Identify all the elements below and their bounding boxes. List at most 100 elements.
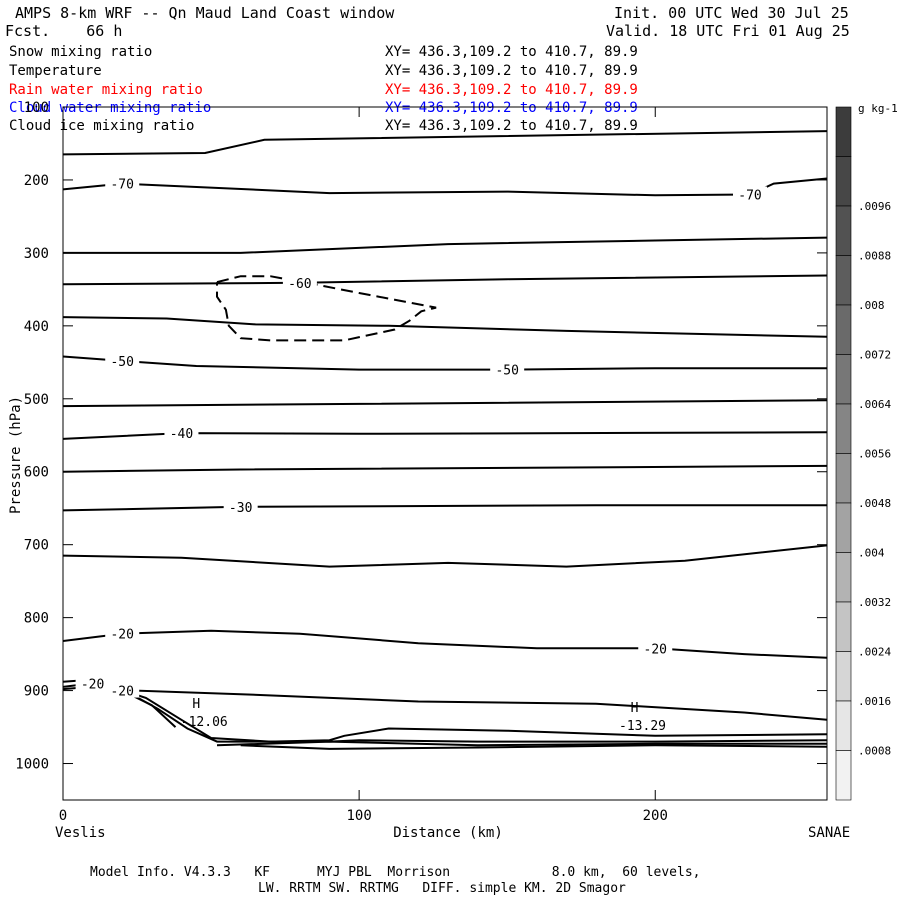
colorbar-label: .0064	[858, 398, 891, 411]
contour-label-bg	[490, 361, 525, 377]
high-marker: H	[631, 701, 639, 716]
model-info-line2: LW. RRTM SW. RRTMG DIFF. simple KM. 2D S…	[258, 881, 626, 896]
contour-label: -60	[288, 277, 311, 292]
isotherm-line	[240, 744, 827, 750]
field-xy-temperature: XY= 436.3,109.2 to 410.7, 89.9	[385, 63, 638, 79]
colorbar-swatch	[835, 552, 852, 603]
field-name-cloud-ice: Cloud ice mixing ratio	[9, 118, 195, 134]
y-tick-label: 900	[24, 684, 49, 700]
valid-time: Valid. 18 UTC Fri 01 Aug 25	[606, 22, 850, 40]
y-tick-label: 100	[24, 100, 49, 116]
field-name-snow: Snow mixing ratio	[9, 44, 153, 60]
contour-label: -40	[170, 427, 193, 442]
colorbar-label: .0088	[858, 250, 891, 263]
isotherm-line	[63, 316, 827, 338]
isotherm-line	[63, 629, 827, 659]
colorbar-swatch	[835, 403, 852, 454]
contour-label: -20	[110, 685, 133, 700]
isotherm-line	[216, 740, 827, 747]
colorbar-label: .0048	[858, 497, 891, 510]
colorbar-label: .0008	[858, 745, 891, 758]
colorbar-label: .0056	[858, 448, 891, 461]
contour-label-bg	[105, 175, 140, 191]
y-axis: 100 200 300 400 500 600 700 800 900 1000	[15, 100, 827, 773]
colorbar-unit: g kg-1	[858, 102, 898, 115]
colorbar-label: .0024	[858, 646, 891, 659]
y-tick-label: 800	[24, 611, 49, 627]
contour-label: -30	[229, 501, 252, 516]
contour-label-bg	[105, 682, 140, 698]
snow-contour-line	[216, 275, 437, 342]
high-value: -12.06	[181, 715, 228, 730]
colorbar-swatch	[835, 651, 852, 702]
y-tick-label: 200	[24, 173, 49, 189]
colorbar-swatch	[835, 354, 852, 405]
isotherm-line	[63, 399, 827, 408]
colorbar-swatch	[835, 700, 852, 751]
colorbar: .0096 .0088 .008 .0072 .0064 .0056 .0048 .004 .0…	[835, 102, 898, 801]
contour-label: -20	[110, 628, 133, 643]
colorbar-swatch	[835, 156, 852, 207]
contour-label: -70	[110, 178, 133, 193]
colorbar-swatch	[835, 601, 852, 652]
field-xy-cloud-ice: XY= 436.3,109.2 to 410.7, 89.9	[385, 118, 638, 134]
y-axis-label: Pressure (hPa)	[8, 396, 24, 514]
contour-label-bg	[223, 498, 258, 514]
field-xy-snow: XY= 436.3,109.2 to 410.7, 89.9	[385, 44, 638, 60]
x-tick-label: 100	[346, 808, 371, 824]
high-markers: H -12.06 H -13.29	[181, 697, 666, 734]
contour-label-bg	[733, 186, 768, 202]
colorbar-swatch	[835, 205, 852, 256]
isotherm-line	[63, 464, 827, 473]
isotherm-line	[63, 431, 827, 440]
colorbar-label: .0016	[858, 695, 891, 708]
left-location-label: Veslis	[55, 825, 106, 841]
field-xy-rain: XY= 436.3,109.2 to 410.7, 89.9	[385, 82, 638, 98]
colorbar-label: .0096	[858, 200, 891, 213]
colorbar-swatch	[835, 502, 852, 553]
colorbar-label: .0032	[858, 596, 891, 609]
isotherm-line	[63, 544, 827, 568]
model-info-line1: Model Info. V4.3.3 KF MYJ PBL Morrison 8…	[90, 865, 701, 880]
y-tick-label: 400	[24, 319, 49, 335]
contour-label-bg	[105, 352, 140, 368]
contour-label: -70	[738, 189, 761, 204]
high-value: -13.29	[619, 719, 666, 734]
field-xy-cloud-water: XY= 436.3,109.2 to 410.7, 89.9	[385, 100, 638, 116]
contour-label-bg	[282, 274, 317, 290]
right-location-label: SANAE	[808, 825, 850, 841]
isotherm-line	[63, 355, 827, 371]
x-axis-label: Distance (km)	[393, 825, 503, 841]
high-marker: H	[192, 697, 200, 712]
colorbar-label: .004	[858, 547, 885, 560]
y-tick-label: 600	[24, 465, 49, 481]
field-name-temperature: Temperature	[9, 63, 102, 79]
chart-title: AMPS 8-km WRF -- Qn Maud Land Coast wind…	[15, 4, 395, 22]
contour-label-bg	[638, 640, 673, 656]
colorbar-swatch	[835, 106, 852, 157]
contour-label-bg	[75, 675, 110, 691]
colorbar-swatch	[835, 750, 852, 801]
contour-label: -50	[495, 364, 518, 379]
contour-label-bg	[105, 625, 140, 641]
init-time: Init. 00 UTC Wed 30 Jul 25	[614, 4, 849, 22]
isotherm-line	[63, 130, 827, 156]
isotherm-line	[63, 236, 827, 254]
x-tick-label: 0	[59, 808, 67, 824]
contour-labels: -70 -70 -60 -50 -50 -40 -30 -20 -20 -20 -20	[75, 175, 768, 700]
isotherm-line	[63, 177, 827, 197]
field-name-cloud-water: Cloud water mixing ratio	[9, 100, 212, 116]
y-tick-label: 700	[24, 538, 49, 554]
colorbar-label: .008	[858, 299, 885, 312]
contour-label: -50	[110, 355, 133, 370]
isotherm-line	[63, 274, 827, 286]
contour-label: -20	[81, 677, 104, 692]
plot-frame	[62, 106, 828, 801]
isotherm-line	[136, 689, 827, 721]
x-axis: 0 100 200	[59, 107, 668, 824]
colorbar-swatch	[835, 304, 852, 355]
snow-contours	[216, 275, 437, 342]
colorbar-label: .0072	[858, 349, 891, 362]
x-tick-label: 200	[643, 808, 668, 824]
